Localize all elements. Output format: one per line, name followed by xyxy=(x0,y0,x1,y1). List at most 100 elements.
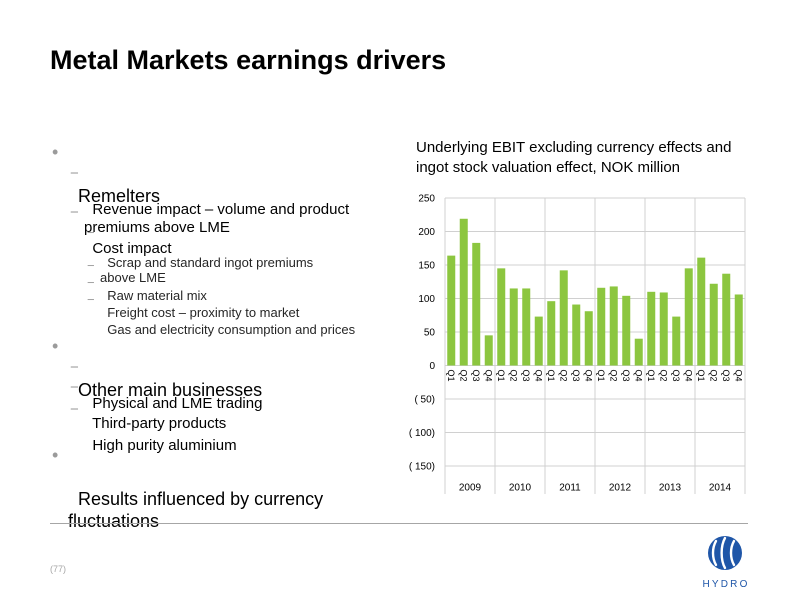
bar-2013-q4 xyxy=(684,268,693,366)
footer-divider xyxy=(50,523,748,524)
cost-item-gas-electricity: Gas and electricity consumption and pric… xyxy=(100,292,355,337)
dash-marker xyxy=(70,165,79,183)
sub-bullet-label: Cost impact xyxy=(92,240,172,257)
bar-2009-q1 xyxy=(447,255,456,366)
dash-marker xyxy=(87,275,95,290)
bar-2013-q2 xyxy=(659,292,668,366)
bullet-other-businesses: Other main businesses xyxy=(68,335,262,401)
bar-2014-q1 xyxy=(697,257,706,366)
y-tick-label: ( 150) xyxy=(409,462,435,473)
quarter-labels: Q1 Q2 Q3 Q4 Q1 Q2 Q3 Q4 Q1 Q2 Q3 Q4 Q1 Q2 Q3 Q4 Q1 Q2 Q3 Q4… xyxy=(446,370,744,382)
year-label: 2014 xyxy=(709,483,732,494)
sub-bullet-label: Physical and LME trading xyxy=(92,395,263,412)
quarter-label: Q4 xyxy=(534,370,544,382)
quarter-label: Q2 xyxy=(559,370,569,382)
y-tick-label: 50 xyxy=(424,328,436,339)
quarter-label: Q4 xyxy=(584,370,594,382)
bar-2014-q2 xyxy=(709,283,718,366)
bar-2010-q4 xyxy=(534,316,543,366)
cost-item-label: Scrap and standard ingot premiums above … xyxy=(100,255,314,285)
sub-bullet-label: Revenue impact – volume and product prem… xyxy=(84,201,350,236)
bar-2014-q4 xyxy=(734,294,743,366)
quarter-label: Q2 xyxy=(659,370,669,382)
y-tick-label: 150 xyxy=(418,261,435,272)
quarter-label: Q4 xyxy=(684,370,694,382)
bullet-marker xyxy=(52,444,58,466)
y-tick-label: 100 xyxy=(418,294,435,305)
bar-2012-q4 xyxy=(634,338,643,366)
y-tick-label: ( 50) xyxy=(414,395,435,406)
quarter-label: Q1 xyxy=(596,370,606,382)
sub-bullet-physical-lme: Physical and LME trading xyxy=(84,359,262,413)
dash-marker xyxy=(87,292,95,307)
quarter-label: Q1 xyxy=(446,370,456,382)
quarter-label: Q2 xyxy=(459,370,469,382)
y-tick-label: 250 xyxy=(418,194,435,205)
bullet-currency: Results influenced by currency fluctuati… xyxy=(68,444,323,532)
bar-2011-q2 xyxy=(559,270,568,366)
year-label: 2010 xyxy=(509,483,532,494)
bullet-remelters: Remelters xyxy=(68,141,160,207)
slide-title: Metal Markets earnings drivers xyxy=(50,45,447,75)
logo-wordmark: HYDRO xyxy=(702,579,749,590)
bar-2013-q3 xyxy=(672,316,681,366)
sub-bullet-cost-impact: Cost impact xyxy=(84,204,172,258)
bar-2009-q4 xyxy=(484,335,493,366)
bar-2010-q1 xyxy=(497,268,506,366)
sub-bullet-revenue-impact: Revenue impact – volume and product prem… xyxy=(84,165,349,237)
y-tick-label: ( 100) xyxy=(409,428,435,439)
bar-2011-q1 xyxy=(547,301,556,366)
sub-bullet-label: Third-party products xyxy=(92,415,227,432)
quarter-label: Q4 xyxy=(634,370,644,382)
y-tick-label: 200 xyxy=(418,227,435,238)
y-tick-labels: 250 200 150 100 50 0 ( 50) ( 100) ( 150) xyxy=(409,194,436,473)
bar-2010-q3 xyxy=(522,288,531,366)
hydro-logo-icon xyxy=(708,536,742,570)
bar-2012-q1 xyxy=(597,287,606,366)
page-number: (77) xyxy=(50,564,67,574)
bullet-marker xyxy=(52,141,58,163)
quarter-label: Q3 xyxy=(471,370,481,382)
dash-marker xyxy=(70,359,79,377)
sub-bullet-label: High purity aluminium xyxy=(92,437,237,454)
bullet-marker xyxy=(52,335,58,357)
cost-item-scrap: Scrap and standard ingot premiums above … xyxy=(100,225,313,285)
sub-bullet-third-party: Third-party products xyxy=(84,379,226,433)
quarter-label: Q3 xyxy=(521,370,531,382)
bars xyxy=(447,218,743,366)
bar-2010-q2 xyxy=(509,288,518,366)
year-label: 2011 xyxy=(559,483,581,494)
y-tick-label: 0 xyxy=(429,361,435,372)
quarter-label: Q2 xyxy=(609,370,619,382)
cost-item-raw-material: Raw material mix xyxy=(100,258,207,303)
quarter-label: Q2 xyxy=(709,370,719,382)
year-label: 2009 xyxy=(459,483,482,494)
hydro-logo: HYDRO xyxy=(702,536,749,590)
quarter-label: Q1 xyxy=(696,370,706,382)
quarter-label: Q3 xyxy=(721,370,731,382)
bar-2012-q3 xyxy=(622,295,631,366)
cost-item-label: Raw material mix xyxy=(107,288,207,303)
bar-2011-q3 xyxy=(572,304,581,366)
quarter-label: Q3 xyxy=(571,370,581,382)
dash-marker xyxy=(87,225,95,240)
quarter-label: Q1 xyxy=(646,370,656,382)
dash-marker xyxy=(87,258,95,273)
bar-2012-q2 xyxy=(609,286,618,366)
quarter-label: Q1 xyxy=(546,370,556,382)
bar-2014-q3 xyxy=(722,273,731,366)
dash-marker xyxy=(70,401,79,419)
quarter-label: Q2 xyxy=(509,370,519,382)
quarter-label: Q4 xyxy=(484,370,494,382)
bullet-label: Other main businesses xyxy=(78,380,263,400)
year-separators xyxy=(444,198,746,494)
year-labels: 2009 2010 2011 2012 2013 2014 xyxy=(459,483,732,494)
quarter-label: Q4 xyxy=(734,370,744,382)
year-label: 2012 xyxy=(609,483,632,494)
chart-title: Underlying EBIT excluding currency effec… xyxy=(416,139,732,176)
sub-bullet-high-purity: High purity aluminium xyxy=(84,401,237,455)
cost-item-label: Freight cost – proximity to market xyxy=(107,305,300,320)
year-label: 2013 xyxy=(659,483,682,494)
bar-2009-q2 xyxy=(459,218,468,366)
